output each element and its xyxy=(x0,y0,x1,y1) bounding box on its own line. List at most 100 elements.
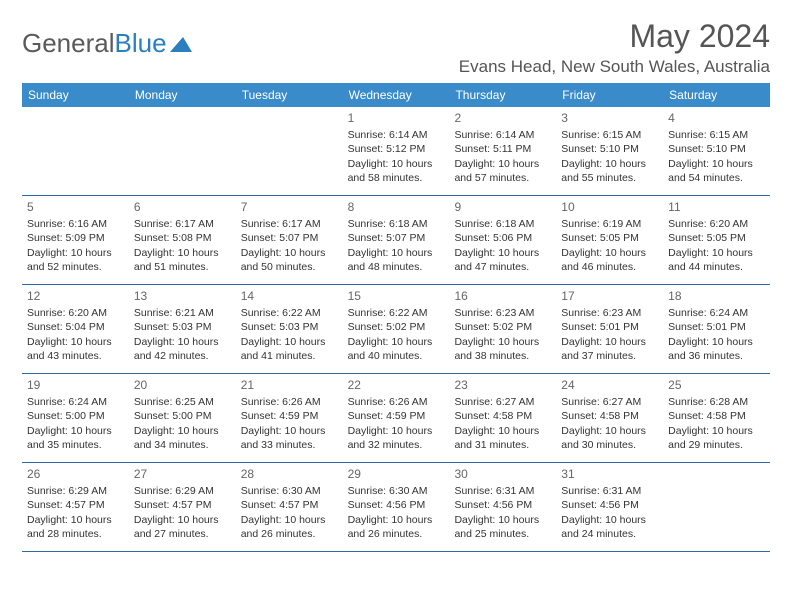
daylight-line: Daylight: 10 hours and 44 minutes. xyxy=(668,246,765,274)
daylight-line: Daylight: 10 hours and 52 minutes. xyxy=(27,246,124,274)
sunset-line: Sunset: 4:59 PM xyxy=(348,409,445,423)
day-number: 30 xyxy=(454,466,551,482)
daylight-line: Daylight: 10 hours and 48 minutes. xyxy=(348,246,445,274)
sunset-line: Sunset: 5:05 PM xyxy=(561,231,658,245)
calendar-grid: SundayMondayTuesdayWednesdayThursdayFrid… xyxy=(22,83,770,552)
sunrise-line: Sunrise: 6:29 AM xyxy=(134,484,231,498)
sunrise-line: Sunrise: 6:22 AM xyxy=(348,306,445,320)
day-cell: 1Sunrise: 6:14 AMSunset: 5:12 PMDaylight… xyxy=(343,107,450,195)
week-row: 5Sunrise: 6:16 AMSunset: 5:09 PMDaylight… xyxy=(22,196,770,285)
weekday-header-row: SundayMondayTuesdayWednesdayThursdayFrid… xyxy=(22,83,770,107)
sunrise-line: Sunrise: 6:30 AM xyxy=(241,484,338,498)
day-cell xyxy=(22,107,129,195)
day-number: 21 xyxy=(241,377,338,393)
sunrise-line: Sunrise: 6:26 AM xyxy=(241,395,338,409)
day-number: 31 xyxy=(561,466,658,482)
daylight-line: Daylight: 10 hours and 24 minutes. xyxy=(561,513,658,541)
daylight-line: Daylight: 10 hours and 50 minutes. xyxy=(241,246,338,274)
sunrise-line: Sunrise: 6:19 AM xyxy=(561,217,658,231)
sunset-line: Sunset: 5:10 PM xyxy=(561,142,658,156)
title-block: May 2024 Evans Head, New South Wales, Au… xyxy=(459,18,770,77)
header: GeneralBlue May 2024 Evans Head, New Sou… xyxy=(22,18,770,77)
sunset-line: Sunset: 5:08 PM xyxy=(134,231,231,245)
day-cell: 7Sunrise: 6:17 AMSunset: 5:07 PMDaylight… xyxy=(236,196,343,284)
sunset-line: Sunset: 5:03 PM xyxy=(134,320,231,334)
sunset-line: Sunset: 5:05 PM xyxy=(668,231,765,245)
day-number: 15 xyxy=(348,288,445,304)
day-cell: 30Sunrise: 6:31 AMSunset: 4:56 PMDayligh… xyxy=(449,463,556,551)
daylight-line: Daylight: 10 hours and 31 minutes. xyxy=(454,424,551,452)
location-text: Evans Head, New South Wales, Australia xyxy=(459,57,770,77)
day-cell: 14Sunrise: 6:22 AMSunset: 5:03 PMDayligh… xyxy=(236,285,343,373)
sunset-line: Sunset: 4:56 PM xyxy=(561,498,658,512)
daylight-line: Daylight: 10 hours and 35 minutes. xyxy=(27,424,124,452)
daylight-line: Daylight: 10 hours and 37 minutes. xyxy=(561,335,658,363)
daylight-line: Daylight: 10 hours and 47 minutes. xyxy=(454,246,551,274)
sunset-line: Sunset: 5:09 PM xyxy=(27,231,124,245)
sunrise-line: Sunrise: 6:20 AM xyxy=(27,306,124,320)
day-cell: 16Sunrise: 6:23 AMSunset: 5:02 PMDayligh… xyxy=(449,285,556,373)
calendar-page: GeneralBlue May 2024 Evans Head, New Sou… xyxy=(0,0,792,552)
day-cell: 27Sunrise: 6:29 AMSunset: 4:57 PMDayligh… xyxy=(129,463,236,551)
daylight-line: Daylight: 10 hours and 26 minutes. xyxy=(348,513,445,541)
day-number: 9 xyxy=(454,199,551,215)
weekday-label: Saturday xyxy=(663,83,770,107)
day-number: 29 xyxy=(348,466,445,482)
day-number: 13 xyxy=(134,288,231,304)
brand-part2: Blue xyxy=(115,28,167,59)
weekday-label: Friday xyxy=(556,83,663,107)
day-number: 25 xyxy=(668,377,765,393)
day-cell: 19Sunrise: 6:24 AMSunset: 5:00 PMDayligh… xyxy=(22,374,129,462)
sunset-line: Sunset: 5:00 PM xyxy=(27,409,124,423)
daylight-line: Daylight: 10 hours and 57 minutes. xyxy=(454,157,551,185)
day-number: 14 xyxy=(241,288,338,304)
sunset-line: Sunset: 4:57 PM xyxy=(27,498,124,512)
day-cell: 11 Sunrise: 6:20 AMSunset: 5:05 PMDayligh… xyxy=(663,196,770,284)
sunset-line: Sunset: 5:07 PM xyxy=(348,231,445,245)
sunrise-line: Sunrise: 6:27 AM xyxy=(454,395,551,409)
day-cell: 23Sunrise: 6:27 AMSunset: 4:58 PMDayligh… xyxy=(449,374,556,462)
day-number: 17 xyxy=(561,288,658,304)
daylight-line: Daylight: 10 hours and 32 minutes. xyxy=(348,424,445,452)
day-cell xyxy=(236,107,343,195)
week-row: 12Sunrise: 6:20 AMSunset: 5:04 PMDayligh… xyxy=(22,285,770,374)
sunrise-line: Sunrise: 6:26 AM xyxy=(348,395,445,409)
day-cell: 20Sunrise: 6:25 AMSunset: 5:00 PMDayligh… xyxy=(129,374,236,462)
day-cell: 24Sunrise: 6:27 AMSunset: 4:58 PMDayligh… xyxy=(556,374,663,462)
daylight-line: Daylight: 10 hours and 40 minutes. xyxy=(348,335,445,363)
day-cell: 28Sunrise: 6:30 AMSunset: 4:57 PMDayligh… xyxy=(236,463,343,551)
sunset-line: Sunset: 4:58 PM xyxy=(668,409,765,423)
day-number: 11 xyxy=(668,199,765,215)
day-number: 16 xyxy=(454,288,551,304)
brand-part1: General xyxy=(22,28,115,59)
sunrise-line: Sunrise: 6:16 AM xyxy=(27,217,124,231)
weeks-container: 1Sunrise: 6:14 AMSunset: 5:12 PMDaylight… xyxy=(22,107,770,552)
sunrise-line: Sunrise: 6:14 AM xyxy=(348,128,445,142)
daylight-line: Daylight: 10 hours and 55 minutes. xyxy=(561,157,658,185)
sunrise-line: Sunrise: 6:28 AM xyxy=(668,395,765,409)
sunrise-line: Sunrise: 6:18 AM xyxy=(348,217,445,231)
daylight-line: Daylight: 10 hours and 33 minutes. xyxy=(241,424,338,452)
sunset-line: Sunset: 4:57 PM xyxy=(134,498,231,512)
week-row: 1Sunrise: 6:14 AMSunset: 5:12 PMDaylight… xyxy=(22,107,770,196)
day-number: 12 xyxy=(27,288,124,304)
day-cell: 6Sunrise: 6:17 AMSunset: 5:08 PMDaylight… xyxy=(129,196,236,284)
weekday-label: Wednesday xyxy=(343,83,450,107)
day-number: 28 xyxy=(241,466,338,482)
weekday-label: Sunday xyxy=(22,83,129,107)
sunrise-line: Sunrise: 6:31 AM xyxy=(454,484,551,498)
day-cell: 22Sunrise: 6:26 AMSunset: 4:59 PMDayligh… xyxy=(343,374,450,462)
sunrise-line: Sunrise: 6:20 AM xyxy=(668,217,765,231)
day-cell: 13Sunrise: 6:21 AMSunset: 5:03 PMDayligh… xyxy=(129,285,236,373)
day-cell: 31Sunrise: 6:31 AMSunset: 4:56 PMDayligh… xyxy=(556,463,663,551)
day-cell: 21Sunrise: 6:26 AMSunset: 4:59 PMDayligh… xyxy=(236,374,343,462)
sunset-line: Sunset: 5:10 PM xyxy=(668,142,765,156)
day-cell xyxy=(663,463,770,551)
weekday-label: Tuesday xyxy=(236,83,343,107)
sunset-line: Sunset: 5:01 PM xyxy=(668,320,765,334)
sunset-line: Sunset: 5:00 PM xyxy=(134,409,231,423)
sunset-line: Sunset: 5:11 PM xyxy=(454,142,551,156)
sunrise-line: Sunrise: 6:23 AM xyxy=(561,306,658,320)
sunrise-line: Sunrise: 6:24 AM xyxy=(27,395,124,409)
daylight-line: Daylight: 10 hours and 25 minutes. xyxy=(454,513,551,541)
